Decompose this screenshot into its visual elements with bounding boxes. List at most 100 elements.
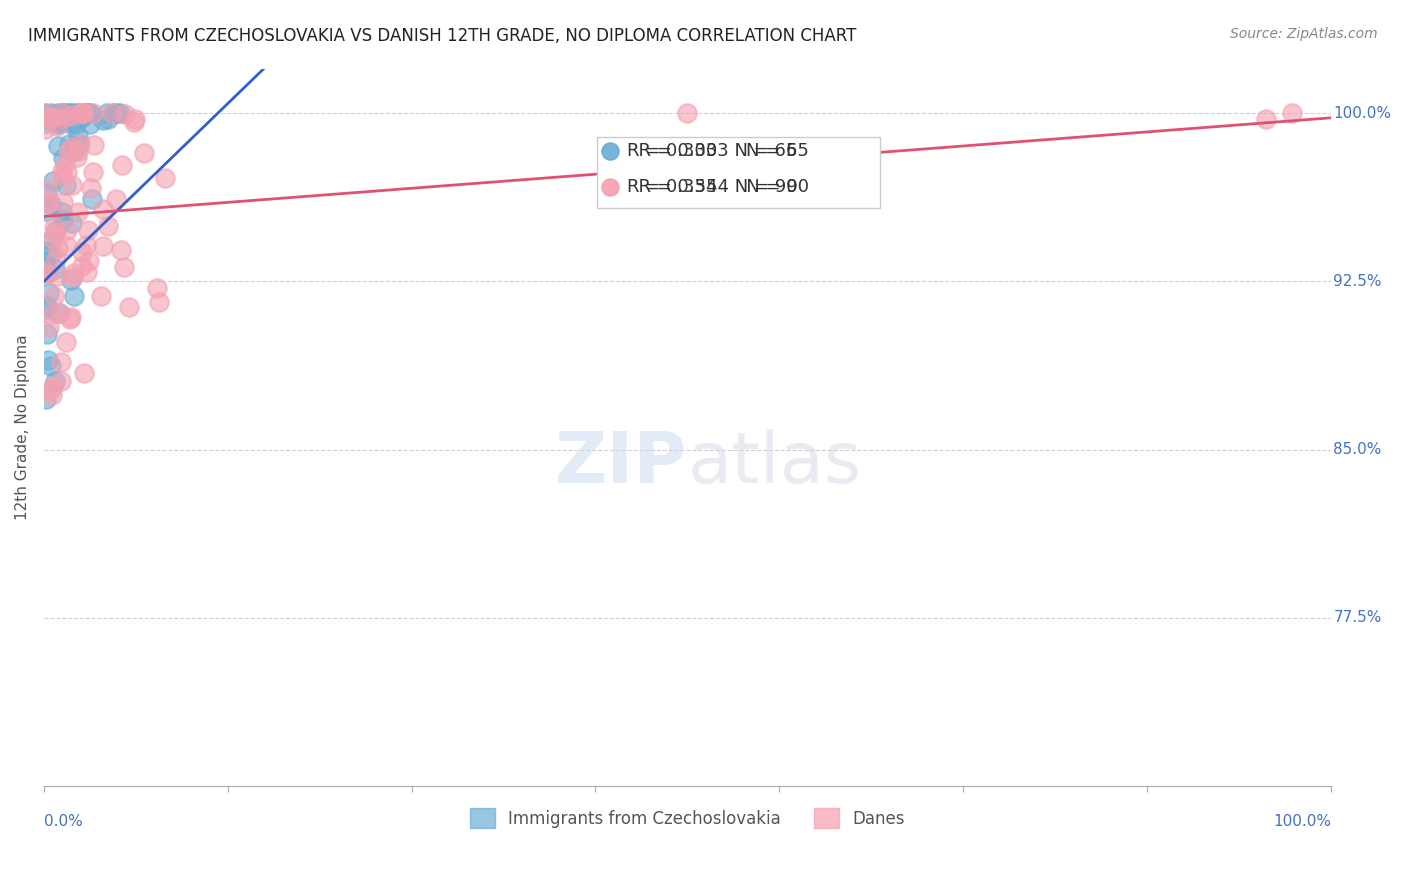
Point xyxy=(104,192,127,206)
Text: Source: ZipAtlas.com: Source: ZipAtlas.com xyxy=(1230,27,1378,41)
Point xyxy=(676,106,699,120)
Point xyxy=(65,150,87,164)
Point xyxy=(49,306,72,320)
Point xyxy=(39,111,62,125)
Point xyxy=(72,106,94,120)
Text: 77.5%: 77.5% xyxy=(1333,610,1382,625)
Point xyxy=(96,106,118,120)
Point xyxy=(103,106,125,120)
Point xyxy=(66,204,89,219)
Point xyxy=(63,289,86,303)
Point xyxy=(51,205,73,219)
Point xyxy=(37,195,59,210)
Point xyxy=(46,106,69,120)
Point xyxy=(60,108,83,122)
Point xyxy=(155,171,177,186)
Text: atlas: atlas xyxy=(688,428,862,498)
Point xyxy=(37,352,59,367)
Point xyxy=(35,299,58,313)
Point xyxy=(599,364,621,378)
Text: R = 0.354   N = 90: R = 0.354 N = 90 xyxy=(627,178,808,196)
Point xyxy=(56,239,79,253)
Point xyxy=(39,106,62,120)
Point xyxy=(59,310,82,325)
Point xyxy=(34,106,56,120)
Point xyxy=(118,301,141,315)
Point xyxy=(97,112,120,126)
Point xyxy=(66,129,89,144)
Y-axis label: 12th Grade, No Diploma: 12th Grade, No Diploma xyxy=(15,334,30,520)
Bar xyxy=(598,136,880,209)
Point xyxy=(72,366,94,380)
Point xyxy=(46,269,69,284)
Point xyxy=(91,202,114,216)
Point xyxy=(34,122,56,136)
Text: IMMIGRANTS FROM CZECHOSLOVAKIA VS DANISH 12TH GRADE, NO DIPLOMA CORRELATION CHAR: IMMIGRANTS FROM CZECHOSLOVAKIA VS DANISH… xyxy=(28,27,856,45)
Point xyxy=(599,364,621,378)
Point xyxy=(41,231,63,245)
Point xyxy=(60,178,83,193)
Point xyxy=(60,117,83,131)
Point xyxy=(37,181,59,195)
Point xyxy=(52,195,75,210)
Point xyxy=(37,265,59,279)
Point xyxy=(148,295,170,310)
Point xyxy=(1256,112,1278,126)
Text: 85.0%: 85.0% xyxy=(1333,442,1382,457)
Point xyxy=(58,137,80,152)
Point xyxy=(53,157,76,171)
Point xyxy=(124,115,146,129)
Point xyxy=(1281,106,1303,120)
Point xyxy=(35,244,58,259)
Point xyxy=(39,359,62,373)
Point xyxy=(110,244,132,258)
Point xyxy=(58,144,80,158)
Point xyxy=(52,151,75,165)
Point xyxy=(75,237,97,252)
Point xyxy=(49,355,72,369)
Point xyxy=(70,106,93,120)
Point xyxy=(55,222,77,236)
Point xyxy=(51,374,73,388)
Text: R = 0.354   N = 90: R = 0.354 N = 90 xyxy=(627,178,797,196)
Point xyxy=(39,308,62,322)
Point xyxy=(60,106,83,120)
Point xyxy=(46,117,69,131)
Point xyxy=(45,120,67,134)
Point xyxy=(44,225,66,239)
Point xyxy=(52,106,75,120)
Point xyxy=(58,312,80,326)
Point xyxy=(63,266,86,280)
Point xyxy=(34,301,56,316)
Point xyxy=(69,136,91,151)
Point xyxy=(55,178,77,192)
Point xyxy=(55,106,77,120)
Point xyxy=(97,219,120,234)
Point xyxy=(82,106,104,120)
Point xyxy=(55,334,77,349)
Point xyxy=(72,259,94,273)
Text: R = 0.303   N = 65: R = 0.303 N = 65 xyxy=(627,142,797,160)
Text: 0.0%: 0.0% xyxy=(44,814,83,830)
Point xyxy=(91,112,114,127)
Point xyxy=(37,326,59,341)
Point xyxy=(34,254,56,268)
Point xyxy=(34,106,56,120)
Point xyxy=(46,112,69,127)
Point xyxy=(62,144,84,158)
Point xyxy=(51,106,73,120)
Point xyxy=(56,106,79,120)
Point xyxy=(44,374,66,388)
Point xyxy=(65,117,87,131)
Point xyxy=(46,139,69,153)
Point xyxy=(41,112,63,126)
Point xyxy=(82,165,104,179)
Point xyxy=(105,106,128,120)
Point xyxy=(34,266,56,280)
Point xyxy=(44,220,66,235)
Point xyxy=(37,186,59,200)
Point xyxy=(124,112,146,126)
Point xyxy=(42,289,65,303)
Point xyxy=(38,285,60,300)
Point xyxy=(45,223,67,237)
